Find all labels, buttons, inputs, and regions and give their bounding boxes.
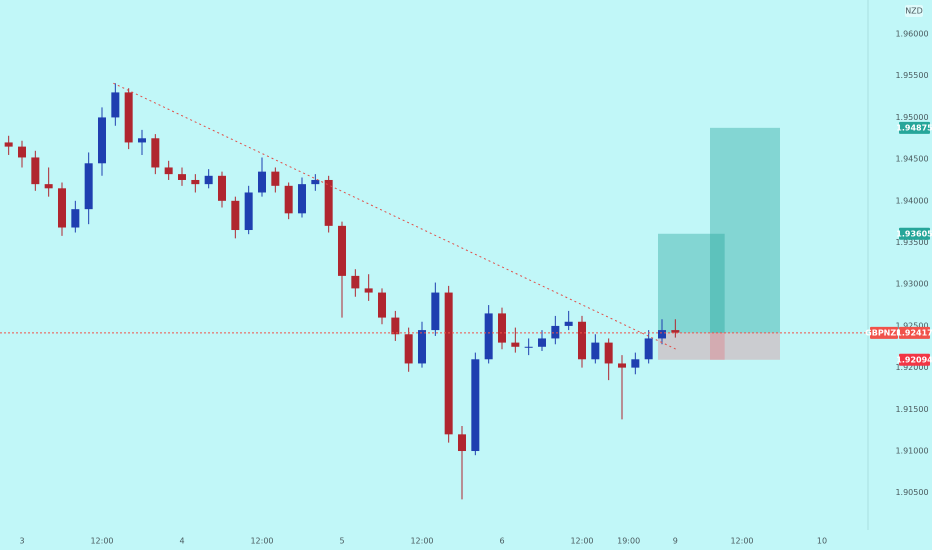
candle-body	[658, 330, 666, 339]
x-tick-label: 12:00	[570, 537, 593, 546]
candle-body	[618, 363, 626, 368]
x-tick-label: 3	[19, 537, 24, 546]
candle-body	[631, 359, 640, 368]
y-tick-label: 1.96000	[895, 30, 928, 39]
candle-body	[178, 174, 186, 180]
candle-body	[18, 146, 26, 158]
candle-body	[44, 184, 53, 189]
candle-body	[564, 321, 573, 326]
candle-body	[378, 292, 386, 318]
candle-body	[644, 338, 653, 360]
stop-tag: 1.92094	[896, 355, 932, 364]
target-zone	[658, 233, 725, 333]
symbol-tag: GBPNZD	[865, 328, 903, 337]
x-tick-label: 12:00	[730, 537, 753, 546]
candle-body	[111, 92, 120, 118]
candle-body	[231, 200, 240, 231]
target-tag: 1.94875	[896, 123, 932, 132]
candle-body	[84, 163, 93, 210]
x-tick-label: 19:00	[617, 537, 640, 546]
candle-body	[191, 179, 200, 185]
candle-body	[298, 184, 306, 214]
y-tick-label: 1.90500	[895, 488, 928, 497]
candle-body	[458, 434, 466, 452]
candle-body	[338, 225, 346, 276]
candle-body	[164, 167, 173, 175]
candle-body	[151, 138, 160, 168]
x-tick-label: 4	[179, 537, 184, 546]
stop-tag-box	[899, 353, 930, 366]
symbol-tag-box	[870, 326, 898, 339]
candle-body	[271, 171, 280, 186]
currency-badge	[905, 5, 923, 17]
candle-body	[364, 288, 373, 293]
candle-body	[484, 313, 493, 360]
candle-body	[31, 157, 40, 185]
last-price-tag-box	[899, 326, 930, 339]
candle-body	[71, 209, 80, 228]
target-tag: 1.93605	[896, 229, 932, 238]
y-tick-label: 1.95500	[895, 71, 928, 80]
y-tick-label: 1.92000	[895, 363, 928, 372]
candle-body	[604, 342, 613, 364]
candle-body	[591, 342, 600, 360]
stop-zone	[710, 332, 780, 360]
candle-body	[538, 338, 546, 347]
y-tick-label: 1.93500	[895, 238, 928, 247]
candle-body	[431, 292, 440, 331]
candle-body	[391, 317, 400, 335]
candle-body	[204, 175, 213, 185]
candle-body	[58, 188, 66, 228]
candle-body	[524, 346, 533, 348]
candle-body	[444, 292, 453, 435]
candle-body	[218, 175, 226, 201]
candle-body	[138, 138, 146, 143]
candle-body	[311, 179, 320, 185]
trendline	[113, 82, 679, 351]
candle-body	[671, 330, 680, 333]
candle-body	[418, 330, 426, 364]
currency: NZD	[905, 7, 923, 16]
x-tick-label: 9	[673, 537, 678, 546]
y-tick-label: 1.92500	[895, 321, 928, 330]
x-tick-label: 12:00	[410, 537, 433, 546]
y-tick-label: 1.95000	[895, 113, 928, 122]
last-price-tag: 1.92417	[896, 328, 932, 337]
candle-body	[498, 313, 506, 343]
x-tick-label: 10	[817, 537, 827, 546]
candle-body	[404, 334, 413, 364]
stop-zone	[658, 332, 725, 360]
candle-body	[324, 179, 333, 226]
target-zone	[710, 127, 780, 333]
candle-body	[284, 185, 293, 214]
candle-body	[124, 92, 133, 143]
x-tick-label: 12:00	[90, 537, 113, 546]
candle-body	[4, 142, 13, 147]
candle-body	[551, 325, 560, 339]
candle-body	[98, 117, 106, 164]
x-tick-label: 12:00	[250, 537, 273, 546]
candle-body	[351, 275, 360, 289]
y-tick-label: 1.94500	[895, 155, 928, 164]
x-tick-label: 6	[499, 537, 504, 546]
candle-body	[471, 359, 480, 452]
y-tick-label: 1.93000	[895, 280, 928, 289]
y-tick-label: 1.94000	[895, 196, 928, 205]
candle-body	[258, 171, 266, 193]
target-tag-box	[899, 227, 930, 240]
candle-body	[578, 321, 586, 360]
x-tick-label: 5	[339, 537, 344, 546]
candle-body	[511, 342, 520, 347]
target-tag-box	[899, 121, 930, 134]
y-tick-label: 1.91500	[895, 405, 928, 414]
candle-body	[244, 192, 253, 231]
y-tick-label: 1.91000	[895, 447, 928, 456]
